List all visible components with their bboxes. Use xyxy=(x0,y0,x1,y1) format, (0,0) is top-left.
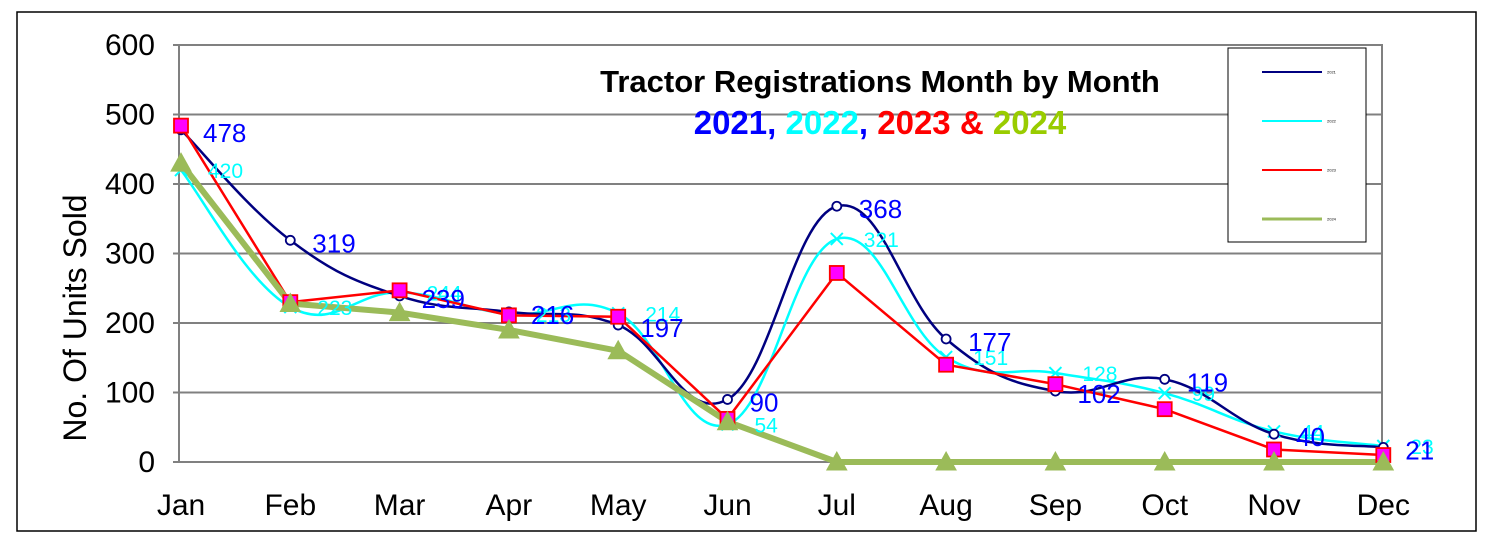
data-label-2021: 478 xyxy=(203,118,246,148)
subtitle-part: & xyxy=(951,104,993,141)
data-label-2021: 102 xyxy=(1077,379,1120,409)
point-2024 xyxy=(1372,450,1395,471)
data-label-2021: 177 xyxy=(968,327,1011,357)
data-label-2022: 223 xyxy=(317,297,352,320)
point-2024 xyxy=(1044,450,1067,471)
series-line-2024 xyxy=(178,161,1384,465)
data-label-2021: 21 xyxy=(1405,435,1434,465)
legend: 2021 2022 2023 2024 xyxy=(1227,47,1367,243)
data-label-2021: 90 xyxy=(750,387,779,417)
point-2021 xyxy=(722,394,733,405)
data-label-2022: 213 xyxy=(536,304,571,327)
data-label-2021: 368 xyxy=(859,194,902,224)
y-tick-label: 500 xyxy=(105,99,155,132)
point-2023 xyxy=(1156,401,1173,418)
point-2023 xyxy=(173,117,189,134)
series-line-2023 xyxy=(179,124,1384,457)
chart-subtitle: 2021, 2022, 2023 & 2024 xyxy=(694,104,1067,141)
point-2021 xyxy=(940,333,952,345)
subtitle-part: 2024 xyxy=(993,104,1067,141)
point-2024 xyxy=(388,301,411,322)
point-2024 xyxy=(279,292,302,313)
data-label-2021: 119 xyxy=(1187,367,1228,397)
y-axis-label: No. Of Units Sold xyxy=(57,194,93,441)
y-tick-label: 300 xyxy=(105,238,155,271)
x-tick-label: Aug xyxy=(919,489,972,522)
point-2024 xyxy=(498,318,520,339)
data-label-2022: 23 xyxy=(1410,436,1433,459)
point-2021 xyxy=(831,200,843,212)
point-2023 xyxy=(391,282,408,299)
x-tick-label: Dec xyxy=(1357,489,1410,522)
y-tick-label: 200 xyxy=(105,307,155,340)
legend-label-2022: 2022 xyxy=(1327,119,1337,124)
subtitle-part: 2022 xyxy=(785,104,858,141)
legend-label-2023: 2023 xyxy=(1327,168,1337,173)
point-2021 xyxy=(284,234,296,246)
y-tick-label: 600 xyxy=(105,29,155,62)
y-tick-label: 0 xyxy=(138,446,155,479)
point-2021 xyxy=(1268,428,1280,440)
x-tick-label: Sep xyxy=(1029,489,1082,522)
point-2024 xyxy=(935,450,957,471)
subtitle-part: , xyxy=(859,104,877,141)
data-label-2022: 420 xyxy=(208,160,243,183)
point-2021 xyxy=(1159,373,1171,385)
x-tick-label: Mar xyxy=(374,489,426,522)
data-label-2022: 54 xyxy=(755,414,779,437)
point-2024 xyxy=(1263,450,1285,471)
point-2022 xyxy=(1157,386,1172,400)
x-tick-label: Oct xyxy=(1141,489,1188,522)
x-tick-label: Jun xyxy=(703,489,751,522)
x-tick-label: Jan xyxy=(157,489,205,522)
point-2022 xyxy=(830,232,844,246)
data-label-2021: 40 xyxy=(1296,422,1325,452)
data-label-2021: 319 xyxy=(312,228,355,258)
point-2024 xyxy=(607,339,630,360)
point-2023 xyxy=(828,265,845,281)
point-2023 xyxy=(1047,376,1064,393)
point-2024 xyxy=(170,152,192,172)
point-2024 xyxy=(716,410,739,431)
x-tick-label: Feb xyxy=(264,489,316,522)
y-tick-label: 100 xyxy=(105,377,155,410)
x-tick-label: Nov xyxy=(1247,489,1300,522)
x-tick-label: Apr xyxy=(486,489,533,522)
point-2023 xyxy=(610,308,627,325)
subtitle-part: 2023 xyxy=(877,104,950,141)
y-tick-label: 400 xyxy=(105,168,155,201)
data-label-2022: 151 xyxy=(973,347,1008,370)
data-label-2021: 216 xyxy=(531,300,574,330)
point-2024 xyxy=(825,450,848,471)
chart-outer-border xyxy=(16,11,1477,532)
data-label-2021: 197 xyxy=(640,313,683,343)
chart-title: Tractor Registrations Month by Month xyxy=(600,64,1160,99)
point-2024 xyxy=(1153,450,1176,471)
data-label-2022: 321 xyxy=(864,229,899,252)
legend-label-2021: 2021 xyxy=(1327,70,1337,75)
data-label-2022: 44 xyxy=(1301,421,1325,444)
data-label-2021: 239 xyxy=(422,284,465,314)
point-2023 xyxy=(938,356,954,373)
data-label-2022: 214 xyxy=(645,303,680,326)
legend-label-2024: 2024 xyxy=(1327,217,1337,222)
data-label-2022: 99 xyxy=(1192,383,1215,406)
data-label-2022: 244 xyxy=(427,282,462,305)
x-tick-label: Jul xyxy=(818,489,856,522)
data-label-2022: 128 xyxy=(1082,363,1117,386)
legend-box xyxy=(1227,47,1367,243)
x-tick-label: May xyxy=(590,489,647,522)
subtitle-part: 2021 xyxy=(694,104,767,141)
subtitle-part: , xyxy=(767,104,785,141)
